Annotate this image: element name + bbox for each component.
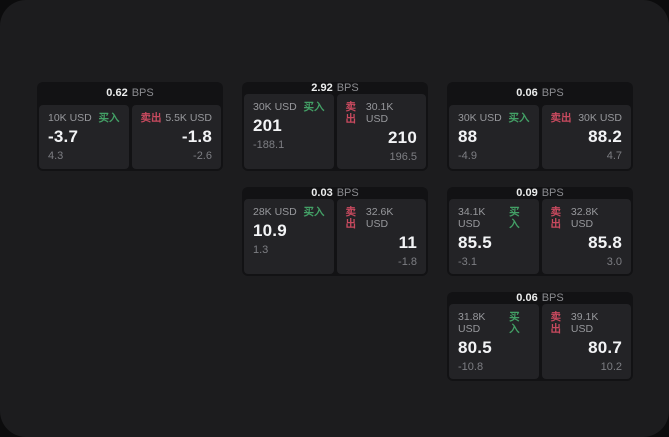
buy-size: 10K USD: [48, 112, 92, 124]
spread-card: 0.62 BPS 10K USD 买入 -3.7 4.3 卖出 5.5K USD…: [37, 82, 223, 171]
spread-card: 2.92 BPS 30K USD 买入 201 -188.1 卖出 30.1K …: [242, 82, 428, 171]
sell-delta: -1.8: [398, 256, 417, 268]
sell-panel[interactable]: 卖出 32.6K USD 11 -1.8: [336, 199, 426, 274]
spread-card: 0.09 BPS 34.1K USD 买入 85.5 -3.1 卖出 32.8K…: [447, 187, 633, 276]
sell-price: 11: [398, 233, 417, 252]
bps-unit-label: BPS: [131, 87, 154, 99]
sell-delta: 3.0: [606, 256, 622, 268]
quote-panels: 34.1K USD 买入 85.5 -3.1 卖出 32.8K USD 85.8…: [449, 199, 631, 274]
buy-price: 88: [458, 127, 478, 146]
bps-unit-label: BPS: [336, 81, 359, 94]
bps-value: 0.62: [106, 87, 128, 99]
buy-size: 31.8K USD: [458, 311, 486, 335]
buy-size: 34.1K USD: [458, 206, 486, 230]
sell-side-label: 卖出: [140, 112, 162, 124]
bps-value: 0.03: [311, 186, 333, 199]
quote-panels: 31.8K USD 买入 80.5 -10.8 卖出 39.1K USD 80.…: [449, 304, 631, 379]
buy-panel[interactable]: 31.8K USD 买入 80.5 -10.8: [449, 304, 539, 379]
sell-size: 32.6K USD: [365, 206, 394, 230]
sell-side-label: 卖出: [550, 206, 562, 230]
bps-unit-label: BPS: [336, 186, 359, 199]
buy-delta: -3.1: [458, 256, 477, 268]
buy-panel[interactable]: 30K USD 买入 201 -188.1: [244, 94, 334, 169]
sell-price: 88.2: [588, 127, 622, 146]
quote-panels: 28K USD 买入 10.9 1.3 卖出 32.6K USD 11 -1.8: [244, 199, 426, 274]
buy-size: 30K USD: [458, 112, 502, 124]
sell-size: 39.1K USD: [570, 311, 599, 335]
quote-panels: 30K USD 买入 201 -188.1 卖出 30.1K USD 210 1…: [244, 94, 426, 169]
quote-panels: 30K USD 买入 88 -4.9 卖出 30K USD 88.2 4.7: [449, 105, 631, 169]
sell-price: 210: [388, 128, 417, 147]
buy-size: 28K USD: [253, 206, 297, 218]
buy-side-label: 买入: [303, 101, 325, 113]
bps-value: 2.92: [311, 81, 333, 94]
sell-panel[interactable]: 卖出 39.1K USD 80.7 10.2: [541, 304, 631, 379]
card-header: 2.92 BPS: [244, 82, 426, 94]
sell-size: 30.1K USD: [365, 101, 394, 125]
sell-side-label: 卖出: [345, 101, 357, 125]
sell-price: -1.8: [181, 127, 212, 146]
sell-price: 80.7: [588, 338, 622, 357]
spread-card: 0.06 BPS 31.8K USD 买入 80.5 -10.8 卖出 39.1…: [447, 292, 633, 381]
sell-size: 30K USD: [578, 112, 622, 124]
sell-side-label: 卖出: [550, 112, 572, 124]
card-header: 0.06 BPS: [449, 82, 631, 105]
bps-unit-label: BPS: [541, 291, 564, 304]
card-header: 0.09 BPS: [449, 187, 631, 199]
buy-size: 30K USD: [253, 101, 297, 113]
card-header: 0.06 BPS: [449, 292, 631, 304]
bps-value: 0.09: [516, 186, 538, 199]
spread-card: 0.06 BPS 30K USD 买入 88 -4.9 卖出 30K USD 8…: [447, 82, 633, 171]
sell-price: 85.8: [588, 233, 622, 252]
buy-price: 201: [253, 116, 282, 135]
buy-price: 85.5: [458, 233, 492, 252]
buy-delta: -4.9: [458, 150, 477, 162]
bps-value: 0.06: [516, 291, 538, 304]
sell-side-label: 卖出: [550, 311, 562, 335]
buy-side-label: 买入: [98, 112, 120, 124]
buy-delta: -10.8: [458, 361, 484, 373]
sell-delta: 196.5: [389, 151, 417, 163]
bps-unit-label: BPS: [541, 186, 564, 199]
sell-size: 32.8K USD: [570, 206, 599, 230]
card-header: 0.03 BPS: [244, 187, 426, 199]
sell-delta: 4.7: [606, 150, 622, 162]
sell-panel[interactable]: 卖出 30.1K USD 210 196.5: [336, 94, 426, 169]
buy-panel[interactable]: 30K USD 买入 88 -4.9: [449, 105, 539, 169]
sell-delta: -2.6: [193, 150, 212, 162]
buy-side-label: 买入: [508, 112, 530, 124]
buy-side-label: 买入: [509, 311, 520, 335]
buy-price: -3.7: [48, 127, 79, 146]
sell-panel[interactable]: 卖出 32.8K USD 85.8 3.0: [541, 199, 631, 274]
bps-value: 0.06: [516, 87, 538, 99]
buy-panel[interactable]: 28K USD 买入 10.9 1.3: [244, 199, 334, 274]
buy-price: 80.5: [458, 338, 492, 357]
buy-side-label: 买入: [509, 206, 520, 230]
bps-unit-label: BPS: [541, 87, 564, 99]
buy-panel[interactable]: 34.1K USD 买入 85.5 -3.1: [449, 199, 539, 274]
sell-panel[interactable]: 卖出 30K USD 88.2 4.7: [541, 105, 631, 169]
buy-side-label: 买入: [303, 206, 325, 218]
buy-delta: 1.3: [253, 244, 269, 256]
sell-panel[interactable]: 卖出 5.5K USD -1.8 -2.6: [131, 105, 221, 169]
sell-size: 5.5K USD: [165, 112, 212, 124]
buy-delta: -188.1: [253, 139, 285, 151]
spread-card: 0.03 BPS 28K USD 买入 10.9 1.3 卖出 32.6K US…: [242, 187, 428, 276]
card-header: 0.62 BPS: [39, 82, 221, 105]
sell-delta: 10.2: [600, 361, 622, 373]
buy-panel[interactable]: 10K USD 买入 -3.7 4.3: [39, 105, 129, 169]
buy-price: 10.9: [253, 221, 287, 240]
buy-delta: 4.3: [48, 150, 64, 162]
quote-panels: 10K USD 买入 -3.7 4.3 卖出 5.5K USD -1.8 -2.…: [39, 105, 221, 169]
sell-side-label: 卖出: [345, 206, 357, 230]
